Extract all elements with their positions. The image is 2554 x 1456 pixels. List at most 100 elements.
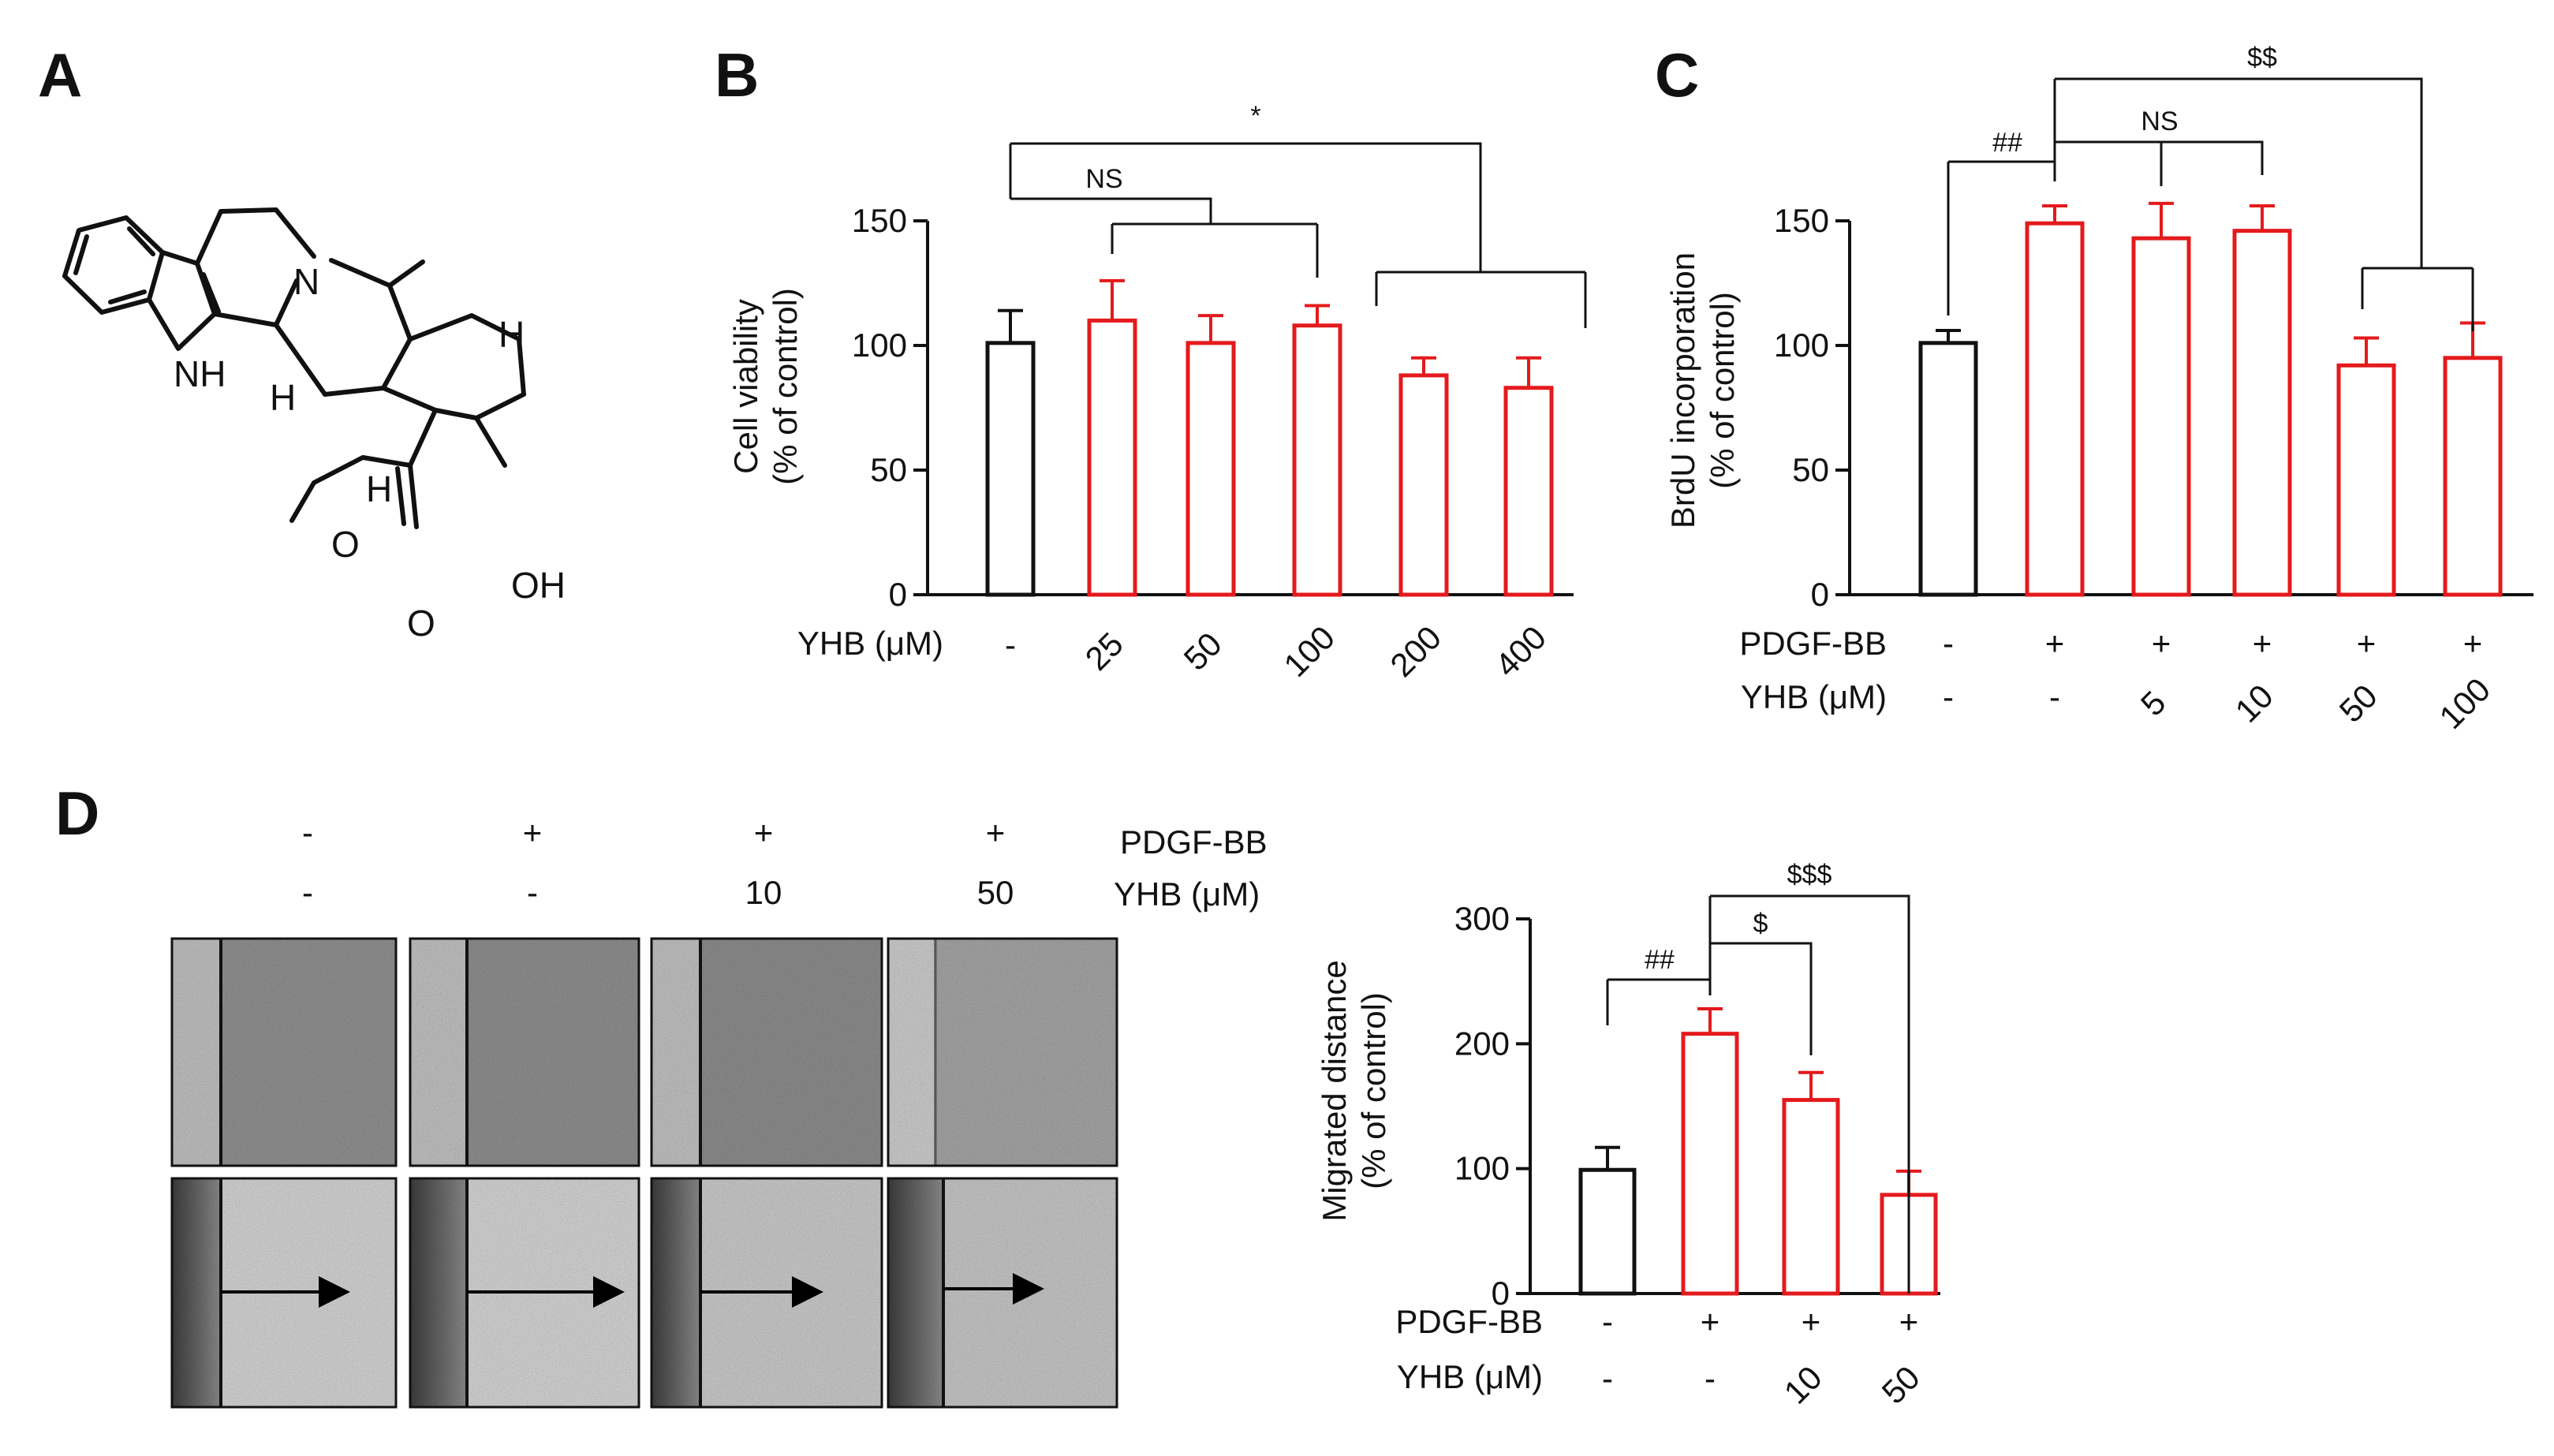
- pdgf-tick-d: +: [1701, 1303, 1720, 1340]
- panel-letter-b: B: [715, 40, 759, 110]
- row-label-b: YHB (μM): [797, 625, 943, 662]
- yhb-tick-c: 100: [2432, 670, 2497, 736]
- sig-dollar1-d: $: [1753, 909, 1768, 939]
- micrograph-0h-2: [409, 937, 640, 1167]
- pdgf-tick-c: +: [2045, 625, 2065, 662]
- panel-letter-c: C: [1655, 40, 1699, 110]
- ring-c: [195, 207, 316, 266]
- ester-group: [289, 408, 438, 523]
- panel-c: C BrdU incorporation (% of control) PDGF…: [1655, 40, 2533, 736]
- chart-b: 0 50 100 150 - 25 50 100 200 400: [852, 202, 1574, 684]
- pdgf-tick-c: +: [2152, 625, 2171, 662]
- atom-oh: OH: [511, 565, 566, 606]
- y-tick-label-b: 0: [889, 576, 907, 613]
- ylabel-b-line1: Cell viability: [727, 299, 764, 474]
- ylabel-d-line1: Migrated distance: [1316, 960, 1353, 1222]
- y-tick-label-d: 0: [1492, 1275, 1510, 1312]
- row1-label-d-chart: PDGF-BB: [1395, 1303, 1543, 1340]
- bar-c: [2131, 236, 2191, 597]
- yhb-tick-c: 10: [2228, 678, 2280, 730]
- bar-b: [1087, 318, 1137, 597]
- yhb-col-2: -: [527, 874, 538, 911]
- yhb-tick-c: -: [1943, 678, 1954, 715]
- sig-hash-c: ##: [1992, 128, 2022, 158]
- bar-c: [2336, 363, 2396, 597]
- yhb-tick-c: -: [2049, 678, 2060, 715]
- ylabel-c-line2: (% of control): [1704, 292, 1741, 489]
- panel-letter-d: D: [55, 778, 99, 848]
- sig-ns-c: NS: [2141, 106, 2178, 136]
- molecule-atom-labels: N NH H H H OH O O: [174, 261, 566, 644]
- bar-d: [1578, 1167, 1637, 1296]
- micrograph-24h-1: [170, 1177, 398, 1409]
- sig-hash-d: ##: [1645, 945, 1675, 975]
- pdgf-tick-c: +: [2253, 625, 2272, 662]
- ylabel-d-line2: (% of control): [1355, 992, 1392, 1189]
- pdgf-col-2: +: [523, 814, 543, 851]
- micrograph-24h-3: [650, 1177, 883, 1409]
- bar-b: [1503, 386, 1554, 597]
- micrograph-0h-1: [170, 937, 398, 1167]
- x-tick-label-b: 400: [1488, 618, 1553, 684]
- y-tick-label-c: 100: [1774, 327, 1829, 364]
- bar-b: [1292, 323, 1342, 597]
- y-tick-label-b: 150: [852, 202, 907, 239]
- panel-b: B Cell viability (% of control) YHB (μM)…: [715, 40, 1587, 684]
- ring-d: [274, 258, 413, 397]
- y-tick-label-b: 50: [870, 451, 907, 488]
- y-tick-label-d: 200: [1454, 1025, 1510, 1062]
- bar-b: [1186, 341, 1236, 597]
- pdgf-tick-c: +: [2357, 625, 2377, 662]
- row2-label-c: YHB (μM): [1741, 678, 1887, 715]
- significance-b: [1009, 142, 1587, 328]
- bar-c: [1918, 341, 1978, 597]
- atom-h2: H: [498, 314, 525, 355]
- yhb-tick-c: 50: [2332, 678, 2384, 730]
- y-tick-label-d: 300: [1454, 900, 1510, 937]
- bar-c: [2443, 356, 2503, 597]
- micrograph-24h-4: [887, 1177, 1118, 1409]
- sig-dollar3-d: $$$: [1787, 860, 1832, 890]
- x-tick-label-b: 25: [1078, 625, 1130, 678]
- significance-d: [1606, 894, 1910, 1294]
- pdgf-tick-d: -: [1602, 1303, 1613, 1340]
- row1-label-c: PDGF-BB: [1739, 625, 1887, 662]
- row1-label-d: PDGF-BB: [1120, 823, 1268, 861]
- atom-o-ester: O: [331, 524, 360, 565]
- x-tick-label-b: 50: [1177, 625, 1229, 678]
- atom-n: N: [293, 261, 319, 302]
- sig-dollar-c: $$: [2247, 43, 2277, 73]
- chart-d: 0 100 200 300 - + + + - - 10 50: [1454, 900, 1940, 1411]
- micrograph-0h-3: [650, 937, 883, 1167]
- y-tick-label-d: 100: [1454, 1150, 1510, 1187]
- y-tick-label-c: 50: [1792, 451, 1829, 488]
- pdgf-tick-c: +: [2463, 625, 2483, 662]
- micrograph-0h-4: [887, 937, 1118, 1167]
- pdgf-tick-d: +: [1802, 1303, 1821, 1340]
- ylabel-c-line1: BrdU incorporation: [1664, 252, 1701, 528]
- panel-d: D - + + + PDGF-BB - - 10 50 YHB (μM): [55, 778, 1940, 1411]
- significance-c: [1947, 77, 2474, 331]
- atom-h1: H: [270, 377, 296, 418]
- x-tick-label-b: -: [1005, 626, 1016, 663]
- panel-letter-a: A: [38, 40, 82, 110]
- molecule-structure: [62, 207, 526, 529]
- yhb-tick-d: 10: [1777, 1359, 1829, 1411]
- row2-label-d: YHB (μM): [1114, 875, 1260, 913]
- chart-c: 0 50 100 150 - + + + + + - - 5 10 50 100: [1774, 201, 2533, 736]
- sig-ns-b: NS: [1085, 164, 1122, 194]
- yhb-tick-c: 5: [2134, 684, 2173, 723]
- yhb-col-3: 10: [745, 874, 782, 911]
- pdgf-col-4: +: [986, 814, 1006, 851]
- row2-label-d-chart: YHB (μM): [1397, 1358, 1543, 1395]
- ylabel-b-line2: (% of control): [767, 288, 804, 485]
- yhb-col-4: 50: [977, 874, 1014, 911]
- bar-c: [2025, 221, 2085, 597]
- pdgf-col-1: -: [302, 814, 313, 851]
- y-tick-label-b: 100: [852, 327, 907, 364]
- bar-d: [1681, 1032, 1739, 1296]
- x-tick-label-b: 200: [1383, 618, 1448, 684]
- pdgf-tick-c: -: [1943, 625, 1954, 662]
- pdgf-col-3: +: [754, 814, 774, 851]
- sig-star-b: *: [1250, 101, 1260, 131]
